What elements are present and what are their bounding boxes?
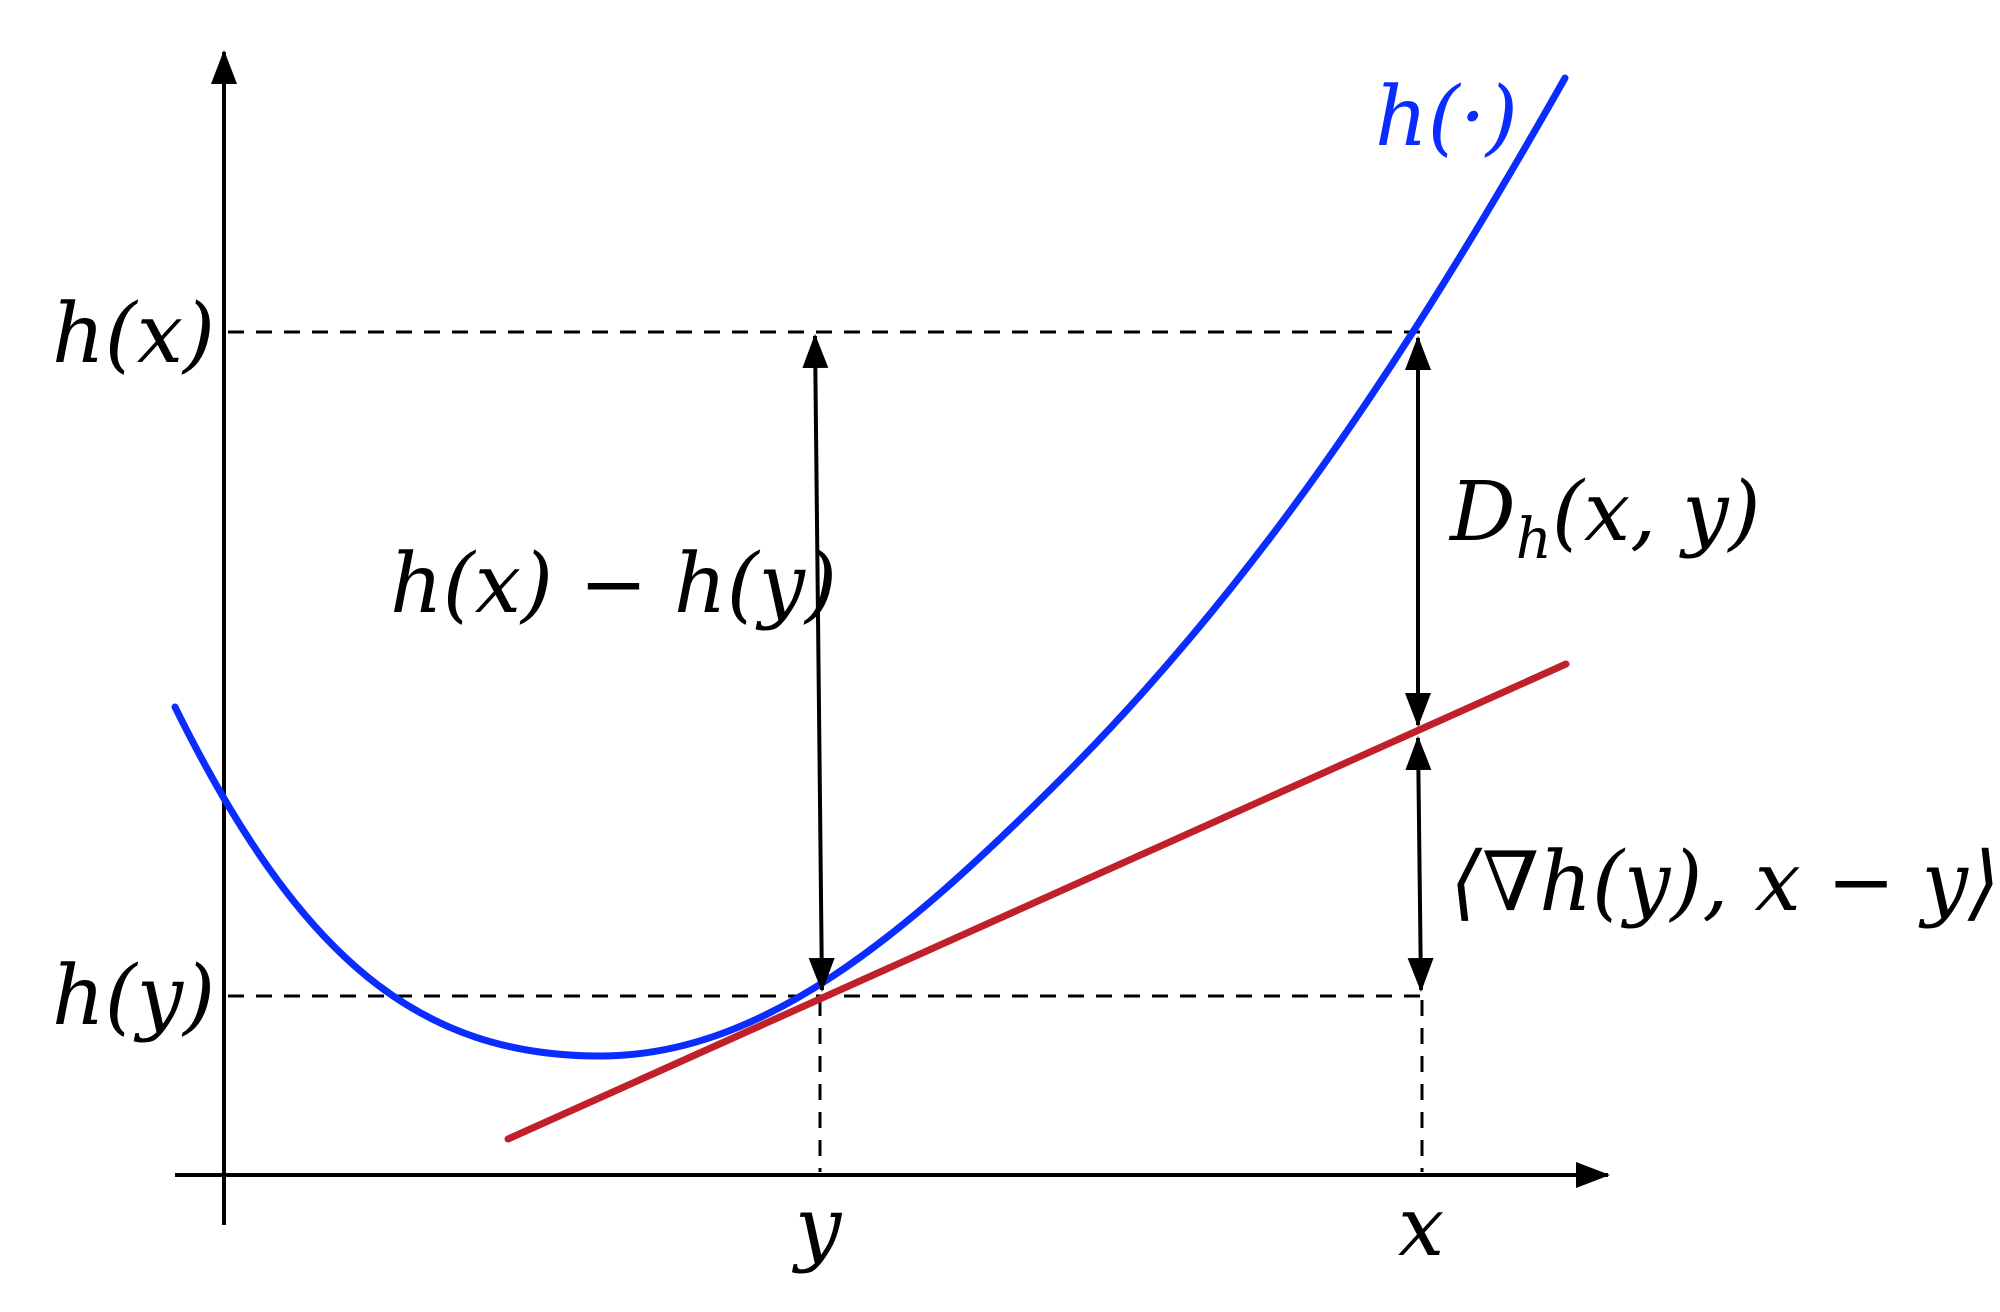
tangent-line — [504, 660, 1570, 1143]
inner-product-arrow — [1405, 736, 1434, 992]
divergence-args: (x, y) — [1552, 465, 1761, 560]
convex-curve — [171, 74, 1569, 1060]
divergence-subscript: h — [1516, 507, 1552, 572]
x-tick-label: x — [1398, 1180, 1444, 1275]
inner-product-label: ⟨∇h(y), x − y⟩ — [1450, 835, 2000, 930]
h-x-label: h(x) — [52, 287, 215, 382]
divergence-D: D — [1448, 465, 1516, 560]
difference-arrow — [802, 334, 835, 992]
y-tick-label: y — [791, 1180, 843, 1275]
divergence-label: Dh(x, y) — [1448, 465, 1761, 572]
difference-label: h(x) − h(y) — [390, 537, 837, 632]
function-label: h(·) — [1375, 70, 1518, 165]
h-y-label: h(y) — [52, 949, 215, 1044]
